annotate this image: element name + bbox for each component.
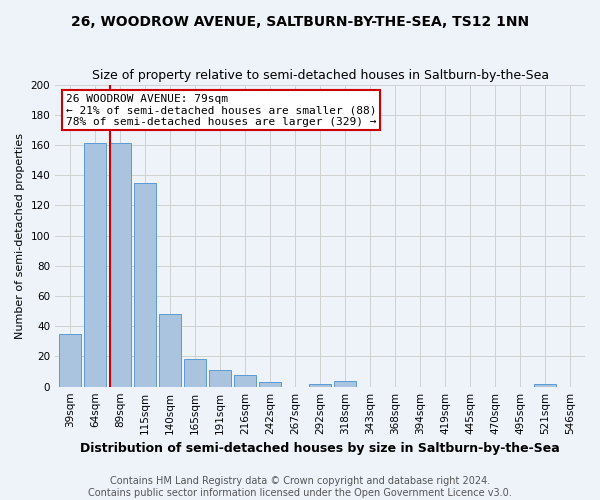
Bar [534,384,556,386]
Bar [334,380,356,386]
Bar [309,384,331,386]
Bar [134,182,157,386]
Bar [159,314,181,386]
Bar [234,374,256,386]
X-axis label: Distribution of semi-detached houses by size in Saltburn-by-the-Sea: Distribution of semi-detached houses by … [80,442,560,455]
Bar [84,144,106,386]
Bar [259,382,281,386]
Bar [184,360,206,386]
Y-axis label: Number of semi-detached properties: Number of semi-detached properties [15,132,25,338]
Title: Size of property relative to semi-detached houses in Saltburn-by-the-Sea: Size of property relative to semi-detach… [92,69,548,82]
Text: 26 WOODROW AVENUE: 79sqm
← 21% of semi-detached houses are smaller (88)
78% of s: 26 WOODROW AVENUE: 79sqm ← 21% of semi-d… [66,94,376,127]
Text: 26, WOODROW AVENUE, SALTBURN-BY-THE-SEA, TS12 1NN: 26, WOODROW AVENUE, SALTBURN-BY-THE-SEA,… [71,15,529,29]
Bar [59,334,82,386]
Bar [109,144,131,386]
Bar [209,370,232,386]
Text: Contains HM Land Registry data © Crown copyright and database right 2024.
Contai: Contains HM Land Registry data © Crown c… [88,476,512,498]
